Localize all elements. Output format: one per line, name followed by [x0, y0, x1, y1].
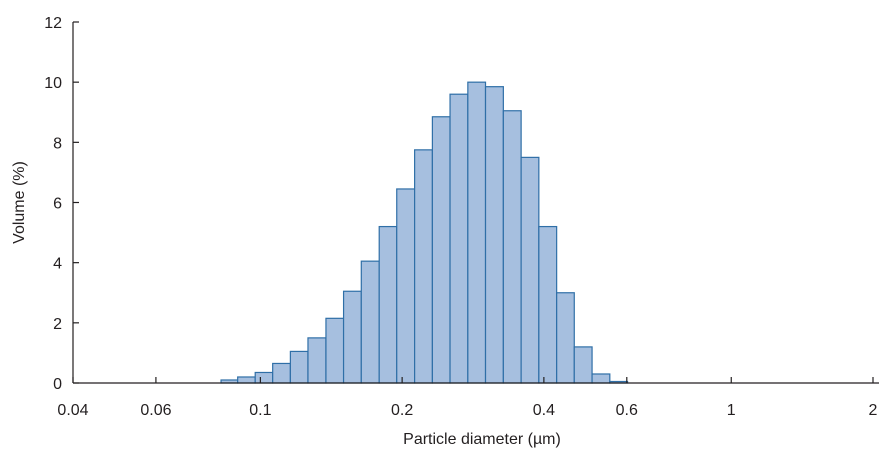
- x-tick-label-0: 0.04: [57, 402, 88, 419]
- histogram-bar-5: [307, 337, 327, 384]
- histogram-bar-19: [556, 292, 575, 384]
- histogram-bar-20: [573, 346, 593, 384]
- y-tick-label-3: 6: [53, 196, 62, 213]
- x-axis-title: Particle diameter (µm): [403, 431, 561, 448]
- histogram-bar-21: [591, 373, 611, 384]
- bars-layer: [220, 81, 629, 384]
- x-tick-label-5: 0.6: [616, 402, 638, 419]
- x-tick-label-6: 1: [727, 402, 736, 419]
- histogram-bar-6: [325, 317, 345, 384]
- histogram-bar-4: [289, 350, 309, 384]
- y-tick-label-4: 8: [53, 135, 62, 152]
- histogram-bar-18: [538, 225, 558, 384]
- y-ticks: 0 2 4 6 8 10 12: [44, 15, 79, 393]
- histogram-bar-1: [237, 376, 256, 384]
- y-axis-title: Volume (%): [11, 161, 28, 244]
- y-tick-label-0: 0: [53, 376, 62, 393]
- x-tick-label-7: 2: [869, 402, 878, 419]
- histogram-bar-10: [396, 188, 416, 384]
- histogram-bar-9: [378, 225, 398, 384]
- x-ticks: 0.04 0.06 0.1 0.2 0.4 0.6 1 2: [57, 377, 878, 419]
- y-tick-label-1: 2: [53, 316, 62, 333]
- histogram-bar-8: [360, 260, 380, 384]
- histogram-bar-14: [467, 81, 487, 384]
- histogram-bar-3: [272, 362, 291, 384]
- x-tick-label-4: 0.4: [533, 402, 555, 419]
- histogram-bar-15: [484, 86, 504, 384]
- y-tick-label-2: 4: [53, 256, 62, 273]
- histogram-bar-2: [254, 371, 274, 384]
- x-tick-label-3: 0.2: [391, 402, 413, 419]
- histogram-bar-12: [431, 116, 451, 384]
- y-tick-label-5: 10: [44, 75, 62, 92]
- histogram-bar-7: [342, 290, 362, 384]
- y-tick-label-6: 12: [44, 15, 62, 32]
- histogram-bar-13: [449, 93, 469, 384]
- histogram-bar-11: [414, 149, 433, 384]
- x-tick-label-1: 0.06: [140, 402, 171, 419]
- histogram-bar-16: [502, 110, 522, 384]
- x-tick-label-2: 0.1: [249, 402, 271, 419]
- histogram-bar-17: [520, 156, 540, 384]
